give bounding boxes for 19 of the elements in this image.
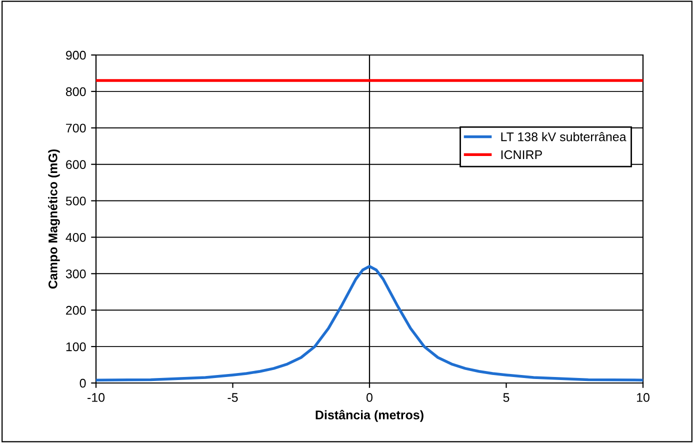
y-tick-label: 100 xyxy=(66,342,86,352)
y-tick-label: 500 xyxy=(66,196,86,206)
y-tick-label: 0 xyxy=(80,378,86,388)
y-tick-label: 800 xyxy=(66,87,86,96)
x-tick-label: -5 xyxy=(228,393,238,402)
y-tick-label: 700 xyxy=(66,124,86,133)
y-tick-label: 200 xyxy=(66,306,86,315)
x-tick-label: 5 xyxy=(503,393,510,402)
x-tick-label: -10 xyxy=(88,393,105,402)
legend-label: ICNIRP xyxy=(501,150,542,160)
y-tick-label: 900 xyxy=(66,50,86,60)
y-tick-label: 400 xyxy=(66,233,86,242)
x-tick-label: 0 xyxy=(366,393,372,402)
x-axis-title: Distância (metros) xyxy=(316,410,424,422)
legend-label: LT 138 kV subterrânea xyxy=(501,132,626,142)
y-tick-label: 300 xyxy=(66,269,86,278)
y-axis-title: Campo Magnético (mG) xyxy=(48,149,60,289)
x-tick-label: 10 xyxy=(637,393,650,402)
y-tick-label: 600 xyxy=(66,160,86,169)
